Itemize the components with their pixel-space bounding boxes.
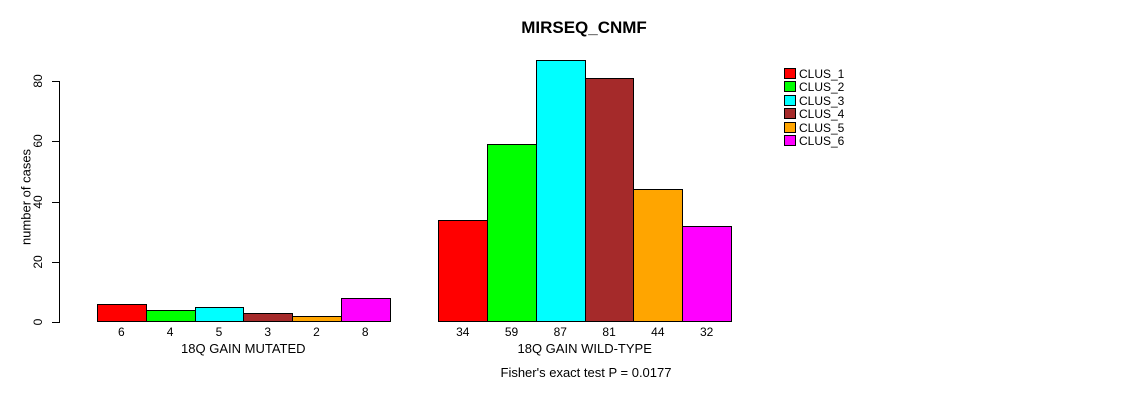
bar-clus_4-group1 xyxy=(243,313,294,322)
bar-clus_2-group2 xyxy=(487,144,537,322)
x-axis-group-label: 18Q GAIN MUTATED xyxy=(181,341,306,356)
y-axis-tick xyxy=(52,141,59,143)
legend-label: CLUS_5 xyxy=(799,120,845,135)
fisher-test-annotation: Fisher's exact test P = 0.0177 xyxy=(500,365,672,380)
legend-item-clus_4: CLUS_4 xyxy=(784,107,844,121)
legend-swatch-clus_3 xyxy=(784,94,796,106)
y-axis-tick-label: 80 xyxy=(31,74,45,88)
y-axis-tick-label: 40 xyxy=(31,194,45,209)
bar-value-label: 44 xyxy=(651,325,665,339)
bar-clus_4-group2 xyxy=(584,78,635,322)
bar-value-label: 32 xyxy=(699,325,714,339)
bar-clus_6-group2 xyxy=(682,226,732,322)
bar-clus_2-group1 xyxy=(145,310,196,322)
legend-swatch-clus_2 xyxy=(784,81,796,93)
legend-label: CLUS_1 xyxy=(799,67,845,81)
bar-value-label: 2 xyxy=(313,325,320,339)
legend-item-clus_2: CLUS_2 xyxy=(784,80,844,94)
bar-value-label: 3 xyxy=(264,325,272,339)
legend: CLUS_1 CLUS_2 CLUS_3 CLUS_4 CLUS_5 CLUS_6 xyxy=(784,67,844,148)
bar-value-label: 8 xyxy=(361,325,369,339)
y-axis-tick xyxy=(52,261,59,263)
y-axis-tick xyxy=(52,81,59,82)
bar-value-label: 87 xyxy=(553,325,567,339)
bar-clus_5-group2 xyxy=(633,189,684,322)
y-axis-tick-label: 20 xyxy=(31,255,45,269)
y-axis-tick xyxy=(52,201,59,203)
chart-title: MIRSEQ_CNMF xyxy=(521,18,647,37)
bar-clus_3-group2 xyxy=(535,60,586,322)
bar-value-label: 4 xyxy=(166,325,174,339)
bar-value-label: 5 xyxy=(215,325,223,339)
bar-clus_3-group1 xyxy=(194,307,245,322)
legend-label: CLUS_6 xyxy=(799,133,845,148)
legend-swatch-clus_6 xyxy=(784,134,796,146)
bar-clus_1-group2 xyxy=(438,220,489,322)
y-axis-line xyxy=(59,81,60,323)
legend-label: CLUS_2 xyxy=(799,80,845,95)
legend-swatch-clus_5 xyxy=(784,121,796,133)
bar-clus_1-group1 xyxy=(97,304,147,322)
legend-item-clus_3: CLUS_3 xyxy=(784,94,844,108)
legend-item-clus_5: CLUS_5 xyxy=(784,121,844,135)
bar-clus_5-group1 xyxy=(292,316,342,322)
legend-swatch-clus_4 xyxy=(784,108,796,120)
y-axis-tick-label: 60 xyxy=(31,134,45,148)
y-axis-tick-label: 0 xyxy=(31,318,45,326)
bar-value-label: 34 xyxy=(456,325,470,339)
bar-value-label: 81 xyxy=(602,325,616,339)
bar-value-label: 6 xyxy=(118,325,125,339)
legend-swatch-clus_1 xyxy=(784,68,796,79)
bar-clus_6-group1 xyxy=(340,298,391,322)
legend-label: CLUS_4 xyxy=(799,107,845,122)
legend-label: CLUS_3 xyxy=(799,93,845,108)
legend-item-clus_6: CLUS_6 xyxy=(784,134,844,148)
legend-item-clus_1: CLUS_1 xyxy=(784,67,844,81)
x-axis-group-label: 18Q GAIN WILD-TYPE xyxy=(517,341,652,356)
bar-value-label: 59 xyxy=(504,325,519,339)
y-axis-tick xyxy=(52,322,59,323)
